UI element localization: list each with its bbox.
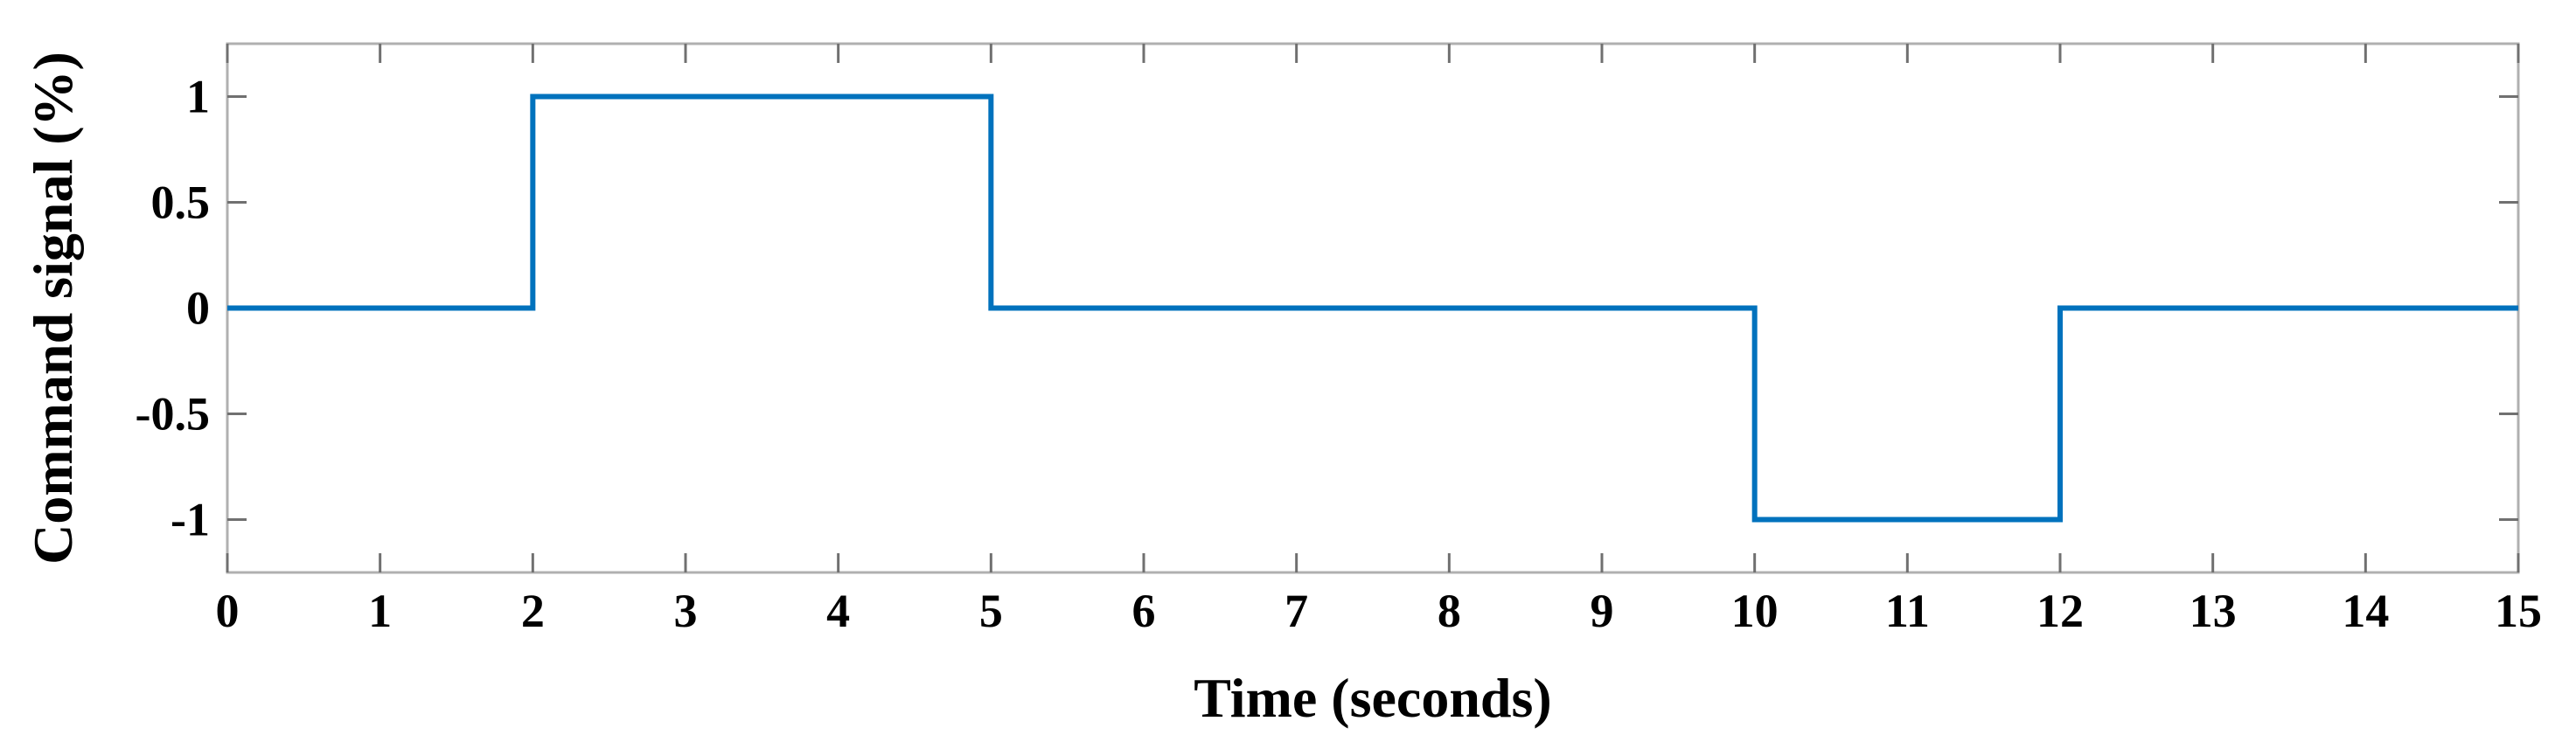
x-tick-label: 3: [674, 585, 698, 637]
x-tick-label: 7: [1285, 585, 1308, 637]
x-tick-label: 9: [1591, 585, 1614, 637]
x-tick-label: 6: [1132, 585, 1156, 637]
x-tick-label: 14: [2342, 585, 2389, 637]
x-axis-title: Time (seconds): [1194, 667, 1551, 729]
y-tick-label: 0.5: [151, 177, 211, 229]
y-tick-label: 0: [186, 282, 210, 335]
x-tick-label: 13: [2190, 585, 2237, 637]
series-line-0: [227, 94, 2518, 523]
x-axis-tick-labels: 0 1 2 3 4 5 6 7 8 9 10 11 12 13 14 15: [216, 585, 2543, 637]
y-tick-label: -0.5: [136, 388, 210, 440]
x-tick-label: 2: [521, 585, 545, 637]
y-axis-tick-labels: 1 0.5 0 -0.5 -1: [136, 71, 210, 546]
x-axis-ticks: [226, 44, 2520, 572]
x-tick-label: 8: [1438, 585, 1461, 637]
x-tick-label: 1: [368, 585, 392, 637]
series-layer: [227, 94, 2518, 523]
x-tick-label: 4: [826, 585, 850, 637]
y-tick-label: 1: [186, 71, 210, 123]
x-tick-label: 12: [2036, 585, 2084, 637]
y-tick-label: -1: [171, 494, 210, 546]
x-tick-label: 0: [216, 585, 240, 637]
y-axis-title: Command signal (%): [22, 52, 84, 565]
x-tick-label: 15: [2495, 585, 2542, 637]
x-tick-label: 10: [1731, 585, 1779, 637]
x-tick-label: 5: [979, 585, 1003, 637]
x-tick-label: 11: [1885, 585, 1930, 637]
